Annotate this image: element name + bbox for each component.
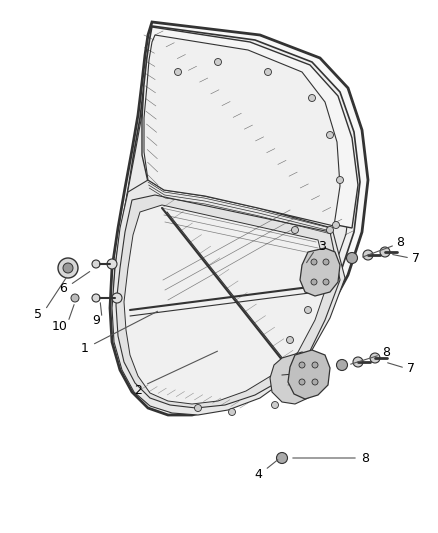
Text: 3: 3	[318, 240, 326, 254]
Circle shape	[229, 408, 236, 416]
Circle shape	[346, 253, 357, 263]
Circle shape	[292, 227, 299, 233]
Polygon shape	[113, 26, 360, 410]
Text: 6: 6	[59, 281, 67, 295]
Circle shape	[215, 59, 222, 66]
Circle shape	[311, 279, 317, 285]
Circle shape	[308, 94, 315, 101]
Text: 5: 5	[34, 308, 42, 320]
Polygon shape	[116, 195, 340, 408]
Circle shape	[380, 247, 390, 257]
Text: 10: 10	[52, 319, 68, 333]
Circle shape	[336, 359, 347, 370]
Circle shape	[363, 250, 373, 260]
Circle shape	[63, 263, 73, 273]
Text: 2: 2	[134, 384, 142, 397]
Text: 7: 7	[412, 252, 420, 264]
Text: 1: 1	[81, 342, 89, 354]
Circle shape	[299, 379, 305, 385]
Circle shape	[326, 132, 333, 139]
Circle shape	[112, 293, 122, 303]
Polygon shape	[124, 205, 328, 404]
Circle shape	[194, 405, 201, 411]
Text: 9: 9	[92, 313, 100, 327]
Polygon shape	[270, 352, 322, 404]
Circle shape	[58, 258, 78, 278]
Circle shape	[92, 260, 100, 268]
Polygon shape	[300, 248, 340, 296]
Circle shape	[265, 69, 272, 76]
Circle shape	[370, 353, 380, 363]
Circle shape	[272, 401, 279, 408]
Text: 8: 8	[361, 451, 369, 464]
Circle shape	[71, 294, 79, 302]
Circle shape	[312, 362, 318, 368]
Polygon shape	[288, 350, 330, 399]
Circle shape	[326, 227, 333, 233]
Circle shape	[353, 357, 363, 367]
Polygon shape	[112, 180, 345, 415]
Circle shape	[304, 306, 311, 313]
Text: 4: 4	[254, 467, 262, 481]
Polygon shape	[114, 30, 352, 405]
Circle shape	[312, 379, 318, 385]
Circle shape	[332, 222, 339, 229]
Text: 7: 7	[407, 361, 415, 375]
Circle shape	[174, 69, 181, 76]
Circle shape	[336, 176, 343, 183]
Circle shape	[276, 453, 287, 464]
Circle shape	[299, 362, 305, 368]
Circle shape	[107, 259, 117, 269]
Polygon shape	[142, 27, 358, 228]
Text: 8: 8	[396, 236, 404, 248]
Text: 8: 8	[382, 345, 390, 359]
Circle shape	[311, 259, 317, 265]
Polygon shape	[110, 22, 368, 415]
Circle shape	[92, 294, 100, 302]
Circle shape	[323, 259, 329, 265]
Circle shape	[323, 279, 329, 285]
Circle shape	[286, 336, 293, 343]
Polygon shape	[144, 35, 340, 226]
